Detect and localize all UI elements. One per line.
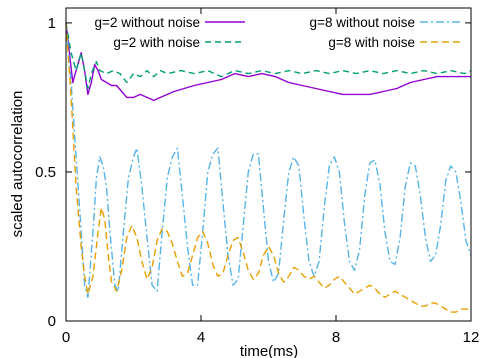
x-tick-label-3: 12 [463,329,480,346]
series-line-3 [65,22,471,313]
y-axis-label: scaled autocorrelation [9,91,26,238]
plot-frame [65,7,472,322]
legend-label-2: g=8 without noise [310,15,415,30]
y-tick-label-0: 0 [48,313,56,330]
series-line-1 [65,22,472,90]
x-tick-label-2: 8 [332,329,340,346]
series-line-0 [65,22,471,102]
y-tick-label-2: 1 [48,15,56,32]
legend-label-3: g=8 with noise [328,35,415,50]
legend-label-0: g=2 without noise [95,15,200,30]
x-tick-label-0: 0 [62,329,70,346]
legend-label-1: g=2 with noise [113,35,200,50]
series-line-2 [65,22,472,298]
x-tick-label-1: 4 [197,329,205,346]
x-axis-label: time(ms) [240,343,298,358]
plot-area [65,22,472,313]
y-tick-label-1: 0.5 [35,164,56,181]
legend: g=2 without noise g=2 with noise g=8 witho… [95,15,462,50]
axis-ticks: 0 4 8 12 0 0.5 1 [35,8,479,346]
